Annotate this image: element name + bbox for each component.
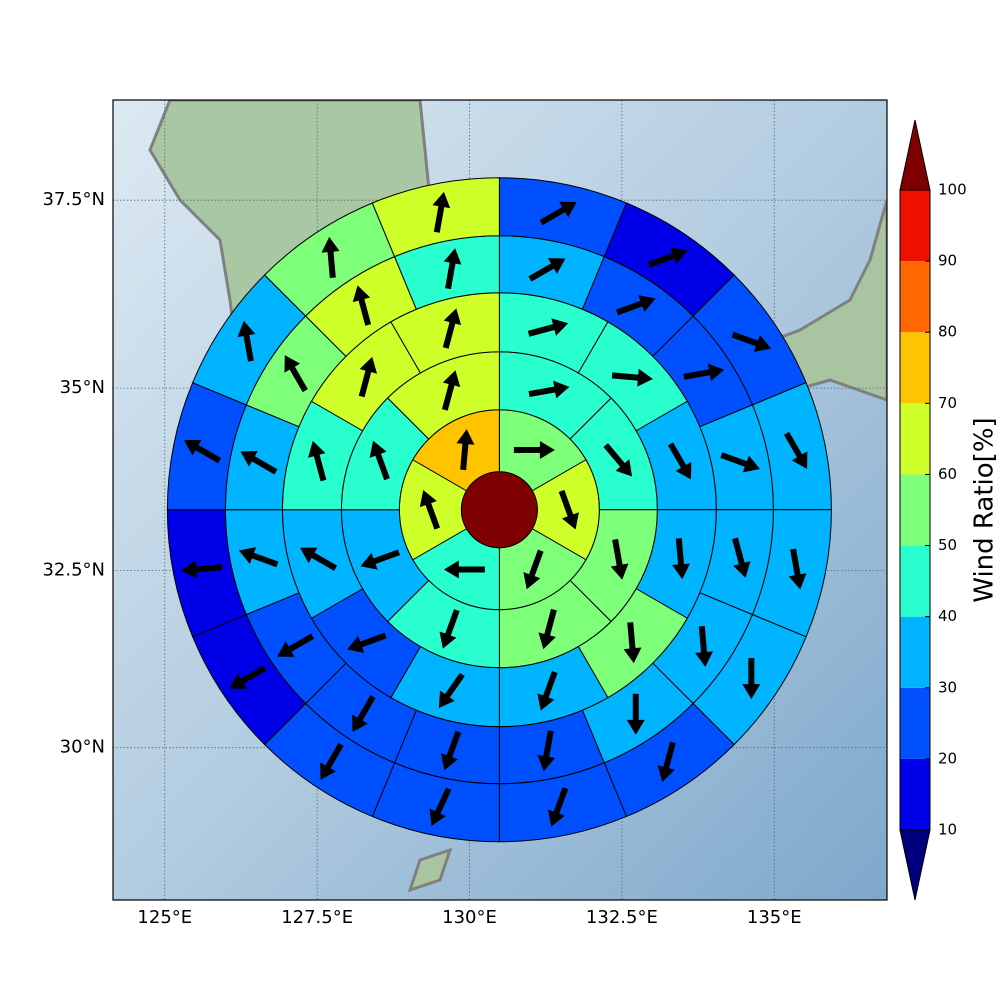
wind-arrow bbox=[720, 452, 760, 473]
x-tick-label: 130°E bbox=[442, 907, 497, 928]
sectors bbox=[166, 177, 832, 843]
wind-arrow bbox=[513, 440, 555, 459]
wind-arrow bbox=[528, 258, 566, 282]
wind-arrow bbox=[456, 429, 475, 471]
y-tick-label: 32.5°N bbox=[42, 559, 105, 580]
wind-arrow bbox=[610, 538, 629, 580]
colorbar-tick-label: 50 bbox=[938, 536, 957, 554]
wind-arrow bbox=[240, 451, 278, 475]
wind-arrow bbox=[732, 537, 751, 578]
colorbar: 10 20 30 40 50 60 70 80 90 100 bbox=[899, 119, 967, 901]
y-tick-label: 35°N bbox=[60, 377, 105, 398]
wind-arrow bbox=[321, 236, 340, 278]
wind-arrow bbox=[611, 368, 653, 387]
wind-arrow bbox=[320, 742, 344, 780]
colorbar-tick-label: 40 bbox=[938, 607, 957, 625]
x-tick-label: 135°E bbox=[747, 907, 802, 928]
colorbar-tick-label: 10 bbox=[938, 821, 957, 839]
wind-arrow bbox=[369, 440, 390, 481]
wind-arrow bbox=[788, 548, 807, 590]
ticks: 125°E 127.5°E 130°E 132.5°E 135°E 30°N 32.5°N 3… bbox=[42, 189, 801, 928]
colorbar-tick-label: 90 bbox=[938, 252, 957, 270]
wind-arrow bbox=[657, 741, 676, 782]
wind-arrow bbox=[537, 730, 556, 772]
wind-arrow bbox=[308, 440, 327, 482]
wind-arrow bbox=[623, 622, 642, 664]
wind-arrow bbox=[429, 787, 452, 826]
wind-arrow bbox=[539, 201, 577, 226]
wind-arrow bbox=[440, 730, 462, 771]
wind-arrow bbox=[783, 431, 808, 469]
wind-arrow bbox=[360, 549, 401, 570]
colorbar-bin bbox=[900, 545, 930, 617]
center-disc bbox=[460, 471, 538, 549]
colorbar-frame bbox=[899, 189, 931, 831]
wind-arrow bbox=[647, 247, 688, 268]
colorbar-bin bbox=[900, 616, 930, 688]
wind-arrow bbox=[238, 547, 279, 568]
wind-arrow bbox=[528, 380, 570, 399]
wind-arrow bbox=[277, 633, 315, 657]
wind-arrow bbox=[441, 370, 461, 411]
colorbar-bin bbox=[900, 687, 930, 759]
wind-arrow bbox=[538, 608, 557, 650]
wind-arrow bbox=[352, 695, 376, 733]
wind-arrow bbox=[237, 320, 256, 362]
wind-arrow bbox=[438, 672, 465, 709]
wind-arrow bbox=[284, 355, 308, 393]
colorbar-bin bbox=[900, 332, 930, 404]
colorbar-bin bbox=[900, 758, 930, 830]
wind-arrow bbox=[547, 787, 569, 827]
map-frame bbox=[112, 99, 888, 901]
wind-arrow bbox=[442, 308, 462, 349]
y-tick-label: 37.5°N bbox=[42, 189, 105, 210]
wind-arrow bbox=[358, 356, 378, 398]
wind-arrow bbox=[742, 658, 761, 700]
colorbar-tick-label: 20 bbox=[938, 749, 957, 767]
colorbar-bin bbox=[900, 190, 930, 262]
wind-arrow bbox=[695, 625, 714, 668]
x-tick-label: 127.5°E bbox=[281, 907, 353, 928]
wind-arrow bbox=[683, 363, 725, 382]
colorbar-tick-label: 60 bbox=[938, 465, 957, 483]
colorbar-tick-label: 100 bbox=[938, 181, 967, 199]
wind-arrow bbox=[558, 489, 579, 530]
wind-arrow bbox=[523, 549, 544, 590]
wind-arrow bbox=[352, 285, 372, 326]
wind-arrow bbox=[432, 191, 451, 233]
wind-arrow bbox=[443, 248, 462, 290]
wind-arrow bbox=[672, 538, 690, 580]
wind-arrow bbox=[731, 331, 772, 352]
colorbar-label: Wind Ratio[%] bbox=[970, 417, 1000, 602]
wind-arrow bbox=[229, 665, 267, 689]
colorbar-bin bbox=[900, 403, 930, 475]
wind-arrow bbox=[626, 693, 645, 735]
colorbar-extend bbox=[899, 829, 931, 901]
colorbar-bin bbox=[900, 261, 930, 333]
wind-arrow bbox=[184, 439, 222, 464]
wind-arrow bbox=[603, 443, 633, 477]
colorbar-tick-label: 70 bbox=[938, 394, 957, 412]
colorbar-extend bbox=[899, 119, 931, 191]
wind-arrow bbox=[439, 609, 460, 649]
y-tick-label: 30°N bbox=[60, 737, 105, 758]
arrows bbox=[181, 191, 808, 827]
wind-arrow bbox=[443, 560, 485, 579]
colorbar-bin bbox=[900, 474, 930, 546]
wind-arrow bbox=[537, 671, 558, 711]
wind-arrow bbox=[527, 318, 569, 337]
wind-arrow bbox=[181, 560, 223, 579]
sector bbox=[371, 177, 500, 258]
x-tick-label: 132.5°E bbox=[586, 907, 658, 928]
colorbar-tick-label: 30 bbox=[938, 678, 957, 696]
wind-arrow bbox=[615, 295, 656, 316]
x-tick-label: 125°E bbox=[137, 907, 192, 928]
colorbar-tick-label: 80 bbox=[938, 323, 957, 341]
wind-arrow bbox=[347, 632, 387, 653]
wind-arrow bbox=[419, 490, 441, 530]
wind-arrow bbox=[667, 442, 692, 480]
wind-arrow bbox=[300, 547, 338, 571]
